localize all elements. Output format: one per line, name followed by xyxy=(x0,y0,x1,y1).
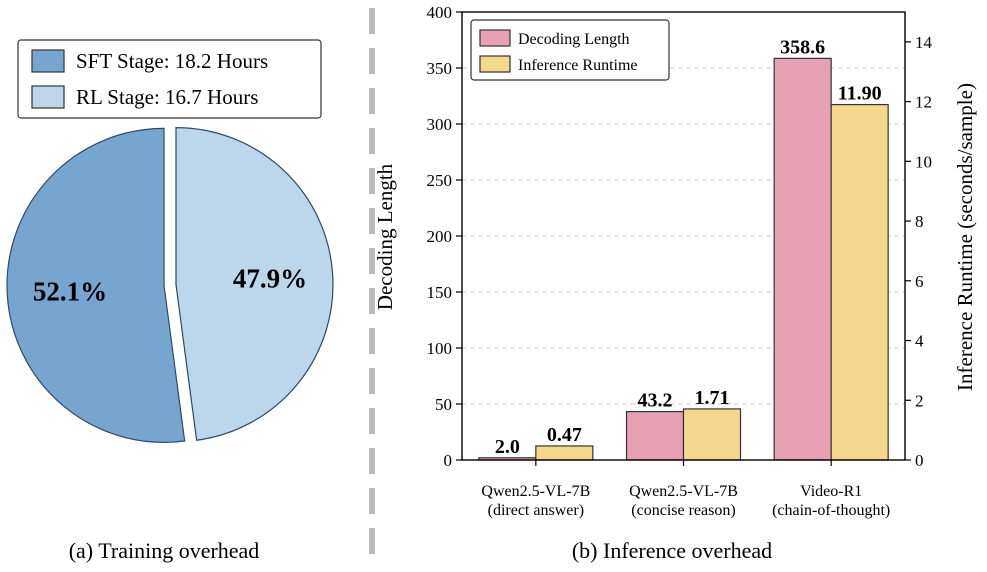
pie-legend-label-sft: SFT Stage: 18.2 Hours xyxy=(76,49,268,73)
y-tick-label-left: 300 xyxy=(427,115,453,134)
bar-runtime xyxy=(830,103,889,461)
plot-frame xyxy=(461,11,906,461)
x-tick-label: Qwen2.5-VL-7B xyxy=(629,483,738,500)
pie-slice-rl xyxy=(175,127,333,441)
y-tick-label-left: 0 xyxy=(444,451,453,470)
bar-decoding xyxy=(773,57,832,461)
pie-legend-swatch-rl xyxy=(31,85,65,109)
bar-legend-swatch-runtime xyxy=(479,55,511,73)
y-tick-label-left: 350 xyxy=(427,59,453,78)
y-tick-label-right: 4 xyxy=(915,332,924,351)
bar-legend-frame xyxy=(470,19,670,81)
bar-value-label: 1.71 xyxy=(695,387,730,409)
bar-value-label: 358.6 xyxy=(780,36,825,58)
pie-legend-label-rl: RL Stage: 16.7 Hours xyxy=(76,85,258,109)
pie-caption: (a) Training overhead xyxy=(69,538,260,563)
y-tick-label-right: 0 xyxy=(915,451,924,470)
bar-value-label: 2.0 xyxy=(495,436,520,458)
x-tick-label: Video-R1 xyxy=(800,483,862,500)
y-tick-label-right: 2 xyxy=(915,391,924,410)
bar-runtime xyxy=(535,445,594,461)
y-tick-label-left: 100 xyxy=(427,339,453,358)
y-tick-label-left: 50 xyxy=(435,395,452,414)
y-axis-label-right: Inference Runtime (seconds/sample) xyxy=(953,83,977,391)
pie-legend-frame xyxy=(17,39,322,119)
y-tick-label-right: 10 xyxy=(915,152,932,171)
pie-legend: SFT Stage: 18.2 Hours RL Stage: 16.7 Hou… xyxy=(17,39,322,119)
bar-value-label: 0.47 xyxy=(547,424,582,446)
bar-legend-label-runtime: Inference Runtime xyxy=(518,57,638,74)
y-tick-label-right: 8 xyxy=(915,212,924,231)
pie-legend-swatch-sft xyxy=(31,49,65,73)
pie-label-rl: 47.9% xyxy=(233,263,307,293)
bar-value-label: 43.2 xyxy=(638,390,673,412)
pie-slice-sft xyxy=(7,128,185,443)
pie-label-sft: 52.1% xyxy=(33,277,107,307)
pie-slice-rl-edge xyxy=(175,127,334,441)
pie-chart: 52.1% 47.9% SFT Stage: 18.2 Hours RL Stag… xyxy=(6,39,334,563)
bar-legend-swatch-decoding xyxy=(479,29,511,47)
y-tick-label-right: 6 xyxy=(915,272,924,291)
y-tick-label-left: 200 xyxy=(427,227,453,246)
y-tick-label-left: 250 xyxy=(427,171,453,190)
x-tick-label: (concise reason) xyxy=(631,502,735,519)
x-tick-label: Qwen2.5-VL-7B xyxy=(481,483,590,500)
bar-caption: (b) Inference overhead xyxy=(572,538,772,563)
bar-decoding xyxy=(625,411,685,461)
y-tick-label-right: 14 xyxy=(915,33,933,52)
bar-legend: Decoding Length Inference Runtime xyxy=(470,19,670,81)
pie-slice-sft-edge xyxy=(6,127,186,443)
x-tick-label: (chain-of-thought) xyxy=(772,502,890,519)
y-tick-label-left: 400 xyxy=(427,3,453,22)
bar-runtime xyxy=(682,408,742,461)
y-tick-label-left: 150 xyxy=(427,283,453,302)
x-tick-label: (direct answer) xyxy=(488,502,584,519)
y-tick-label-right: 12 xyxy=(915,93,932,112)
bar-legend-label-decoding: Decoding Length xyxy=(518,31,630,48)
bar-value-label: 11.90 xyxy=(838,83,882,105)
y-axis-label-left: Decoding Length xyxy=(373,163,397,310)
